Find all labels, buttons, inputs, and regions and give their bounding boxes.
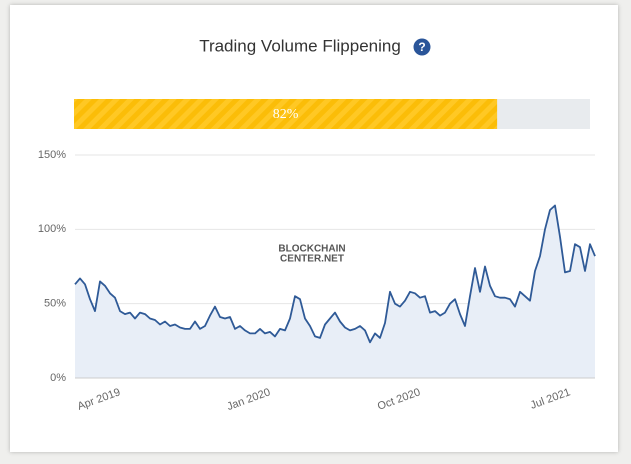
x-tick-label: Oct 2020 [376, 386, 422, 413]
y-tick-label: 100% [38, 223, 66, 235]
y-tick-label: 50% [44, 298, 66, 310]
progress-label: 82% [273, 107, 299, 122]
x-tick-label: Jul 2021 [529, 386, 572, 412]
chart-title: Trading Volume Flippening [199, 36, 401, 55]
x-tick-label: Jan 2020 [225, 386, 272, 413]
y-tick-label: 0% [50, 372, 66, 384]
area [75, 205, 595, 378]
svg-text:?: ? [418, 40, 425, 54]
watermark: BLOCKCHAIN [278, 244, 345, 255]
progress-fill [74, 99, 498, 129]
y-tick-label: 150% [38, 149, 66, 161]
x-tick-label: Apr 2019 [76, 386, 122, 413]
watermark: CENTER.NET [280, 254, 344, 265]
line [74, 204, 596, 344]
help-icon[interactable]: ? [413, 38, 431, 56]
